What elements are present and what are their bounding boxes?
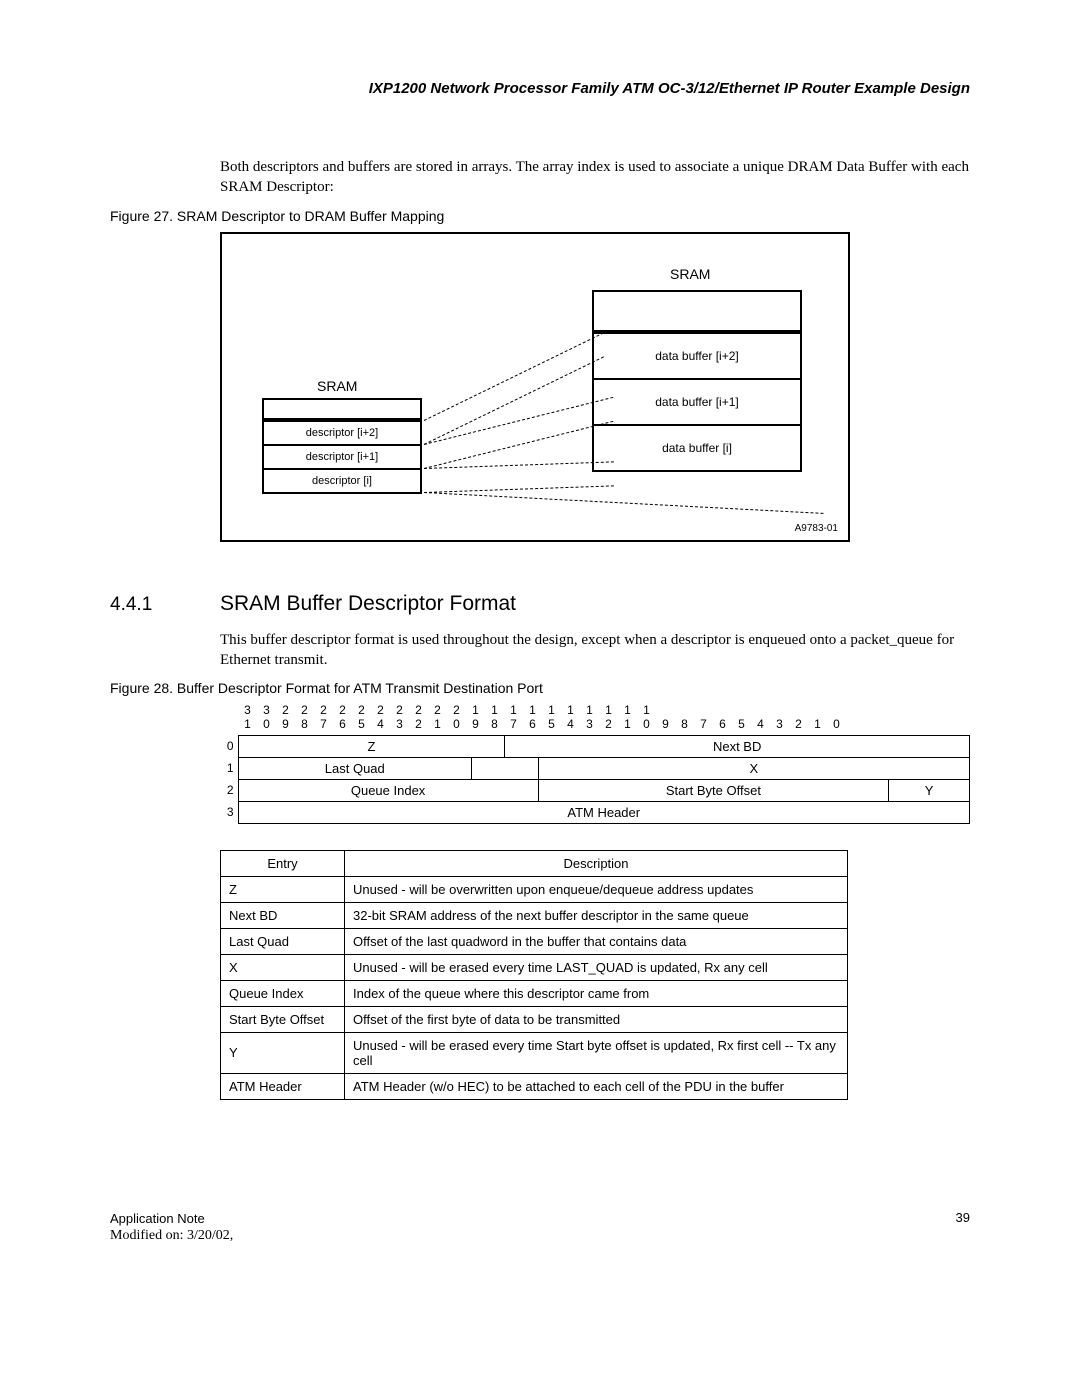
bit-col: 10 bbox=[637, 704, 656, 732]
desc-entry: Queue Index bbox=[221, 980, 345, 1006]
figure-27-caption: Figure 27. SRAM Descriptor to DRAM Buffe… bbox=[110, 208, 970, 224]
mapping-line bbox=[424, 492, 824, 514]
bit-col: 31 bbox=[238, 704, 257, 732]
bit-col: 4 bbox=[751, 704, 770, 732]
bit-col: 18 bbox=[485, 704, 504, 732]
bit-col: 8 bbox=[675, 704, 694, 732]
bit-col: 19 bbox=[466, 704, 485, 732]
bit-col: 1 bbox=[808, 704, 827, 732]
footer-application-note: Application Note bbox=[110, 1210, 233, 1228]
bit-col: 16 bbox=[523, 704, 542, 732]
data-buffer-cell: data buffer [i+1] bbox=[594, 378, 800, 424]
bit-col: 29 bbox=[276, 704, 295, 732]
mapping-line bbox=[424, 485, 614, 493]
bit-field: Start Byte Offset bbox=[538, 779, 888, 801]
bit-table: 0ZNext BD 1Last Quad X 2Queue IndexStart By… bbox=[220, 735, 970, 824]
desc-text: ATM Header (w/o HEC) to be attached to e… bbox=[345, 1073, 848, 1099]
descriptor-cell: descriptor [i+2] bbox=[264, 420, 420, 444]
desc-entry: ATM Header bbox=[221, 1073, 345, 1099]
bit-col: 22 bbox=[409, 704, 428, 732]
desc-entry: Next BD bbox=[221, 902, 345, 928]
mapping-line bbox=[424, 420, 613, 468]
bit-header: 3130292827262524232221201918171615141312… bbox=[238, 704, 970, 732]
bit-field: Next BD bbox=[505, 735, 970, 757]
page-header-title: IXP1200 Network Processor Family ATM OC-… bbox=[110, 80, 970, 97]
sram-right-label: SRAM bbox=[670, 266, 710, 282]
description-table-wrap: EntryDescriptionZUnused - will be overwr… bbox=[220, 850, 970, 1100]
descriptor-cell: descriptor [i+1] bbox=[264, 444, 420, 468]
bit-col: 7 bbox=[694, 704, 713, 732]
desc-entry: Start Byte Offset bbox=[221, 1006, 345, 1032]
footer-modified: Modified on: 3/20/02, bbox=[110, 1227, 233, 1246]
mapping-line bbox=[424, 461, 614, 469]
data-buffer-cell: data buffer [i+2] bbox=[594, 332, 800, 378]
desc-entry: Last Quad bbox=[221, 928, 345, 954]
desc-header: Description bbox=[345, 850, 848, 876]
mapping-line bbox=[424, 356, 604, 445]
bit-field: X bbox=[538, 757, 969, 779]
bit-row-index: 2 bbox=[220, 779, 238, 801]
desc-text: Unused - will be erased every time LAST_… bbox=[345, 954, 848, 980]
bit-field bbox=[472, 757, 539, 779]
bit-field: Last Quad bbox=[238, 757, 472, 779]
bit-col: 23 bbox=[390, 704, 409, 732]
section-paragraph: This buffer descriptor format is used th… bbox=[220, 630, 970, 671]
desc-entry: Z bbox=[221, 876, 345, 902]
section-number: 4.4.1 bbox=[110, 594, 220, 616]
bit-col: 13 bbox=[580, 704, 599, 732]
bit-col: 2 bbox=[789, 704, 808, 732]
bit-col: 6 bbox=[713, 704, 732, 732]
desc-text: Unused - will be erased every time Start… bbox=[345, 1032, 848, 1073]
section-title: SRAM Buffer Descriptor Format bbox=[220, 592, 516, 616]
bit-col: 27 bbox=[314, 704, 333, 732]
intro-paragraph: Both descriptors and buffers are stored … bbox=[220, 157, 970, 198]
bit-col: 25 bbox=[352, 704, 371, 732]
descriptor-cell: descriptor [i] bbox=[264, 468, 420, 492]
bit-row-index: 3 bbox=[220, 801, 238, 823]
desc-text: 32-bit SRAM address of the next buffer d… bbox=[345, 902, 848, 928]
bit-row-index: 0 bbox=[220, 735, 238, 757]
desc-entry: X bbox=[221, 954, 345, 980]
bit-col: 21 bbox=[428, 704, 447, 732]
bit-field: Queue Index bbox=[238, 779, 538, 801]
bit-col: 0 bbox=[827, 704, 846, 732]
figure-28-caption: Figure 28. Buffer Descriptor Format for … bbox=[110, 680, 970, 696]
bit-field: Z bbox=[238, 735, 505, 757]
bit-col: 5 bbox=[732, 704, 751, 732]
dram-buffer-stack: data buffer [i+2] data buffer [i+1] data… bbox=[592, 290, 802, 472]
bit-col: 12 bbox=[599, 704, 618, 732]
desc-header: Entry bbox=[221, 850, 345, 876]
bit-col: 14 bbox=[561, 704, 580, 732]
sram-left-label: SRAM bbox=[317, 378, 357, 394]
bit-col: 26 bbox=[333, 704, 352, 732]
mapping-line bbox=[424, 396, 613, 444]
bit-col: 15 bbox=[542, 704, 561, 732]
data-buffer-cell: data buffer [i] bbox=[594, 424, 800, 470]
diagram-id: A9783-01 bbox=[795, 523, 838, 534]
figure-27-diagram: SRAM data buffer [i+2] data buffer [i+1]… bbox=[220, 232, 850, 542]
bit-col: 11 bbox=[618, 704, 637, 732]
bit-col: 17 bbox=[504, 704, 523, 732]
section-heading: 4.4.1 SRAM Buffer Descriptor Format bbox=[110, 592, 970, 616]
bit-col: 20 bbox=[447, 704, 466, 732]
description-table: EntryDescriptionZUnused - will be overwr… bbox=[220, 850, 848, 1100]
bit-col: 9 bbox=[656, 704, 675, 732]
desc-text: Unused - will be overwritten upon enqueu… bbox=[345, 876, 848, 902]
mapping-line bbox=[424, 332, 604, 421]
desc-entry: Y bbox=[221, 1032, 345, 1073]
bit-layout: 3130292827262524232221201918171615141312… bbox=[220, 704, 970, 824]
page-number: 39 bbox=[956, 1210, 970, 1246]
bit-col: 3 bbox=[770, 704, 789, 732]
bit-field: Y bbox=[889, 779, 970, 801]
bit-col: 24 bbox=[371, 704, 390, 732]
bit-row-index: 1 bbox=[220, 757, 238, 779]
bit-col: 28 bbox=[295, 704, 314, 732]
desc-text: Offset of the last quadword in the buffe… bbox=[345, 928, 848, 954]
bit-field: ATM Header bbox=[238, 801, 970, 823]
desc-text: Offset of the first byte of data to be t… bbox=[345, 1006, 848, 1032]
desc-text: Index of the queue where this descriptor… bbox=[345, 980, 848, 1006]
sram-descriptor-stack: descriptor [i+2] descriptor [i+1] descri… bbox=[262, 398, 422, 494]
bit-col: 30 bbox=[257, 704, 276, 732]
page-footer: Application Note Modified on: 3/20/02, 3… bbox=[110, 1210, 970, 1246]
